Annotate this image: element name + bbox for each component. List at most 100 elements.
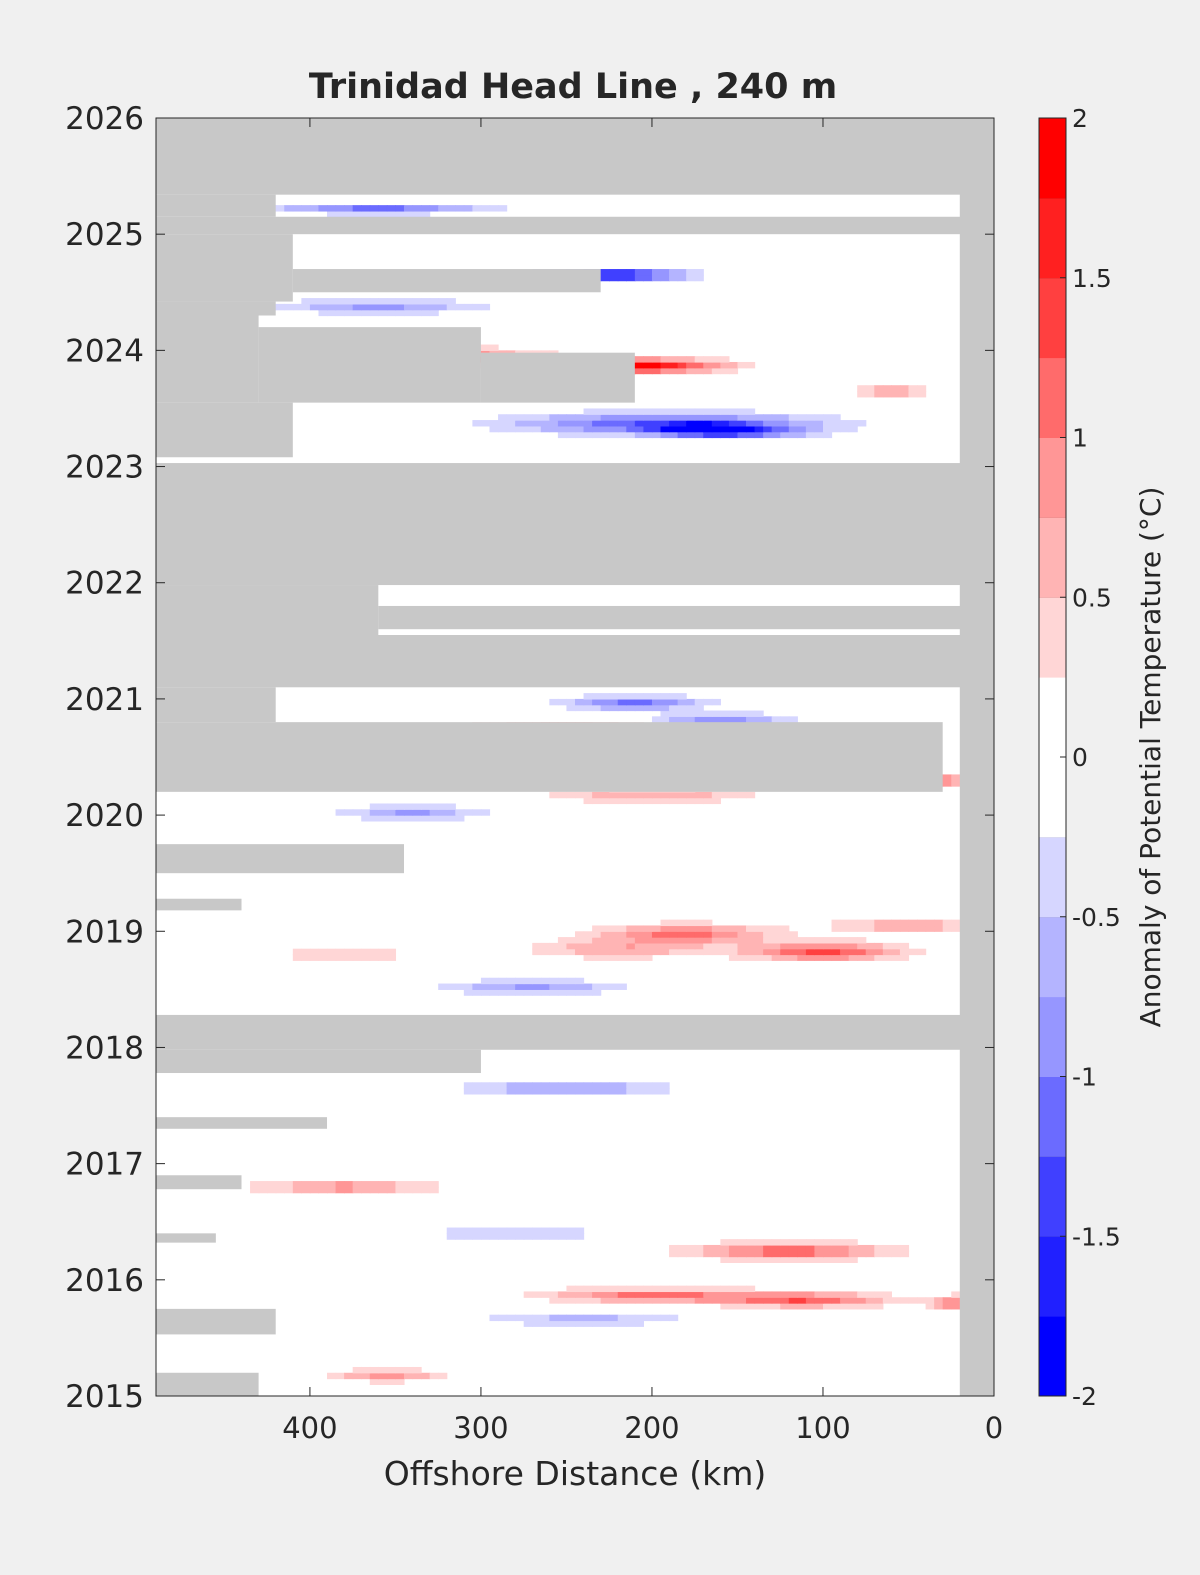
anomaly-cell [686,1291,696,1298]
anomaly-cell [386,1366,397,1374]
anomaly-cell [609,937,619,944]
anomaly-cell [480,344,491,351]
anomaly-cell [660,425,670,433]
anomaly-cell [301,303,311,311]
anomaly-cell [831,420,841,427]
anomaly-cell [600,414,610,421]
anomaly-cell [805,1256,816,1263]
anomaly-cell [463,303,473,311]
anomaly-cell [284,205,294,212]
anomaly-cell [703,948,713,956]
anomaly-cell [703,797,713,805]
anomaly-cell [455,1227,465,1234]
anomaly-cell [728,1250,739,1258]
anomaly-cell [549,420,559,427]
anomaly-cell [746,1256,756,1263]
anomaly-cell [857,385,867,392]
anomaly-cell [327,298,337,305]
anomaly-cell [925,919,935,927]
anomaly-cell [660,1297,670,1304]
anomaly-cell [822,1291,833,1298]
anomaly-cell [480,1082,491,1089]
anomaly-cell [617,1314,627,1322]
anomaly-cell [831,1256,841,1263]
no-data-band [156,1049,481,1074]
anomaly-cell [780,1244,790,1252]
anomaly-cell [651,269,662,276]
anomaly-cell [583,1285,593,1293]
anomaly-cell [669,274,679,282]
anomaly-cell [694,274,704,282]
anomaly-cell [925,925,935,932]
anomaly-cell [703,1297,713,1304]
plot-frame [155,117,995,1397]
anomaly-cell [874,954,884,961]
anomaly-cell [609,704,619,712]
anomaly-cell [771,1239,781,1246]
anomaly-cell [318,1186,328,1194]
anomaly-cell [857,420,867,427]
anomaly-cell [686,420,696,427]
anomaly-cell [566,948,576,956]
anomaly-cell [669,1244,679,1252]
anomaly-cell [600,954,610,961]
anomaly-cell [686,269,696,276]
anomaly-cell [592,925,602,932]
anomaly-cell [805,937,816,944]
anomaly-cell [797,1291,807,1298]
anomaly-cell [669,693,679,700]
anomaly-cell [686,942,696,950]
anomaly-cell [694,356,704,363]
anomaly-cell [651,1291,662,1298]
colorbar-swatch [1039,277,1066,359]
anomaly-cell [327,1186,337,1194]
anomaly-cell [575,1227,585,1234]
anomaly-cell [763,937,773,944]
anomaly-cell [934,919,944,927]
anomaly-cell [634,948,645,956]
anomaly-cell [703,1291,713,1298]
anomaly-cell [694,1250,704,1258]
anomaly-cell [669,942,679,950]
anomaly-cell [523,1233,533,1240]
anomaly-cell [669,408,679,415]
y-tick-label: 2025 [65,217,144,253]
anomaly-cell [780,431,790,439]
anomaly-cell [797,431,807,439]
anomaly-cell [575,1320,585,1327]
anomaly-cell [498,1082,508,1089]
anomaly-cell [446,1233,456,1240]
anomaly-cell [369,298,379,305]
anomaly-cell [711,925,721,932]
anomaly-cell [412,1366,422,1374]
anomaly-cell [617,931,627,938]
anomaly-cell [643,356,653,363]
anomaly-cell [899,942,910,950]
anomaly-cell [429,815,439,822]
anomaly-cell [626,791,636,799]
x-axis-label: Offshore Distance (km) [384,1454,766,1493]
anomaly-cell [865,948,875,956]
anomaly-cell [617,937,627,944]
anomaly-cell [746,420,756,427]
anomaly-cell [566,1285,576,1293]
anomaly-cell [566,431,576,439]
anomaly-cell [258,1186,268,1194]
no-data-band [156,118,994,195]
anomaly-cell [720,925,730,932]
anomaly-cell [626,1291,636,1298]
anomaly-cell [344,298,354,305]
anomaly-cell [754,1303,764,1310]
anomaly-cell [540,1088,550,1095]
anomaly-cell [403,205,414,212]
anomaly-cell [429,1186,439,1194]
anomaly-cell [395,298,405,305]
anomaly-cell [746,1285,756,1293]
anomaly-cell [626,1285,636,1293]
anomaly-cell [592,431,602,439]
anomaly-cell [267,1181,277,1188]
anomaly-cell [651,274,662,282]
colorbar-tick-label: 0 [1072,743,1088,772]
anomaly-cell [720,1244,730,1252]
anomaly-cell [592,1291,602,1298]
